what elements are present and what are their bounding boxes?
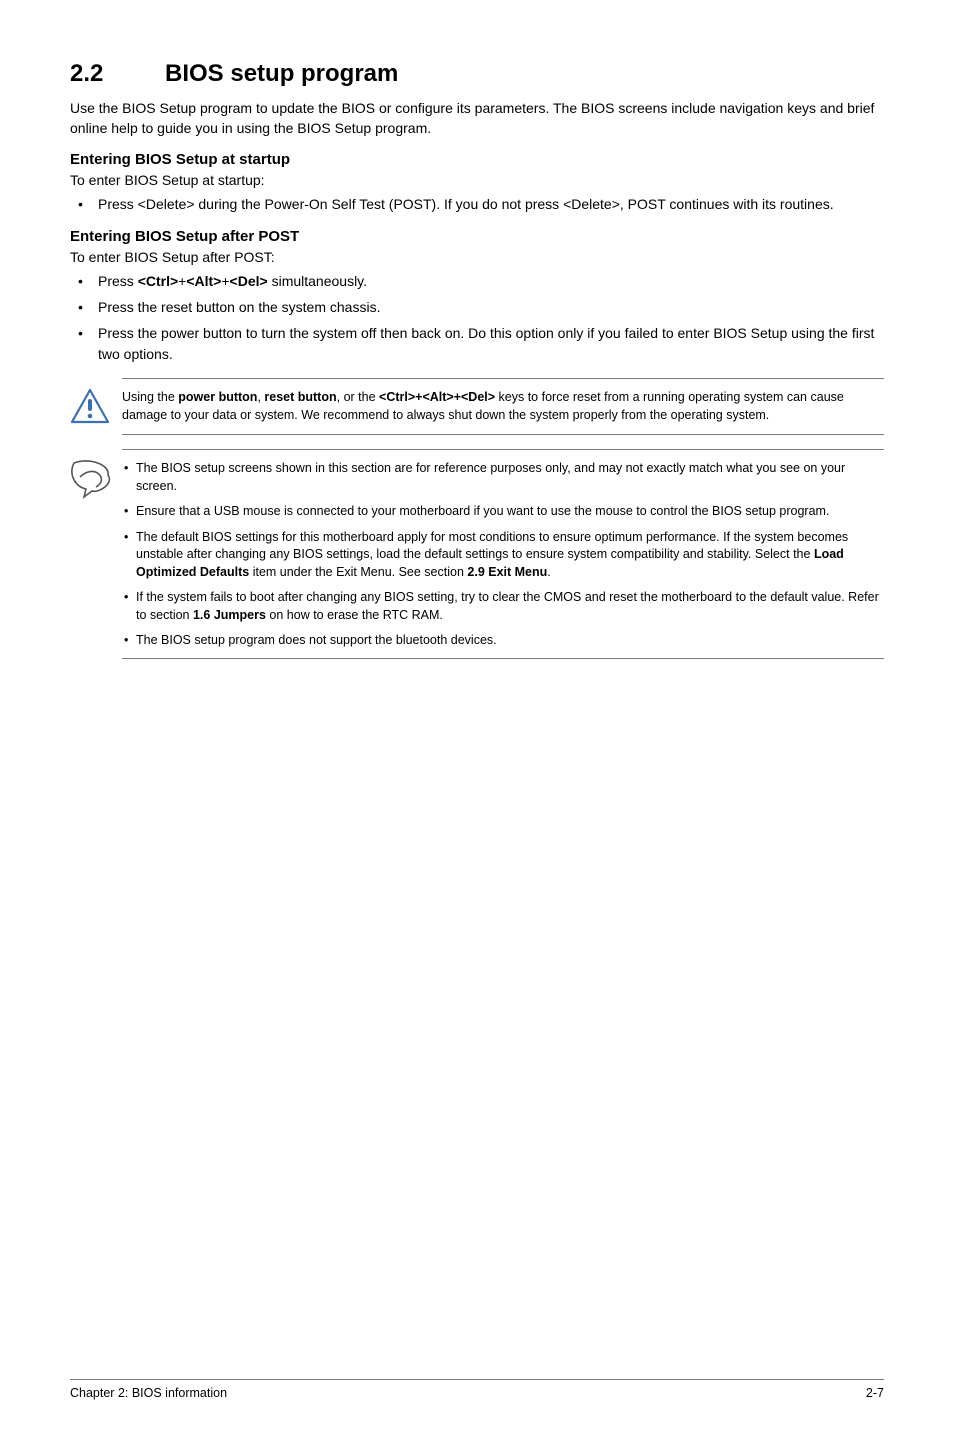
list-item: Ensure that a USB mouse is connected to … <box>136 503 884 521</box>
note-content: The BIOS setup screens shown in this sec… <box>122 449 884 659</box>
note-list: The BIOS setup screens shown in this sec… <box>122 460 884 650</box>
note-block: The BIOS setup screens shown in this sec… <box>70 449 884 659</box>
warning-text: Using the power button, reset button, or… <box>122 378 884 435</box>
list-item: Press <Ctrl>+<Alt>+<Del> simultaneously. <box>98 271 884 291</box>
list-item: Press the power button to turn the syste… <box>98 323 884 364</box>
footer-left: Chapter 2: BIOS information <box>70 1386 227 1400</box>
list-item: Press <Delete> during the Power-On Self … <box>98 194 884 214</box>
section-heading: 2.2BIOS setup program <box>70 60 884 88</box>
footer-right: 2-7 <box>866 1386 884 1400</box>
list-item: Press the reset button on the system cha… <box>98 297 884 317</box>
afterpost-list: Press <Ctrl>+<Alt>+<Del> simultaneously.… <box>70 271 884 364</box>
startup-intro: To enter BIOS Setup at startup: <box>70 172 884 188</box>
startup-heading: Entering BIOS Setup at startup <box>70 151 884 168</box>
afterpost-intro: To enter BIOS Setup after POST: <box>70 249 884 265</box>
warning-block: Using the power button, reset button, or… <box>70 378 884 435</box>
note-icon <box>70 449 122 499</box>
page-footer: Chapter 2: BIOS information 2-7 <box>70 1379 884 1400</box>
list-item: The BIOS setup program does not support … <box>136 632 884 650</box>
section-number: 2.2 <box>70 60 165 88</box>
afterpost-heading: Entering BIOS Setup after POST <box>70 228 884 245</box>
warning-icon <box>70 378 122 426</box>
list-item: The BIOS setup screens shown in this sec… <box>136 460 884 495</box>
startup-list: Press <Delete> during the Power-On Self … <box>70 194 884 214</box>
list-item: The default BIOS settings for this mothe… <box>136 529 884 582</box>
section-intro: Use the BIOS Setup program to update the… <box>70 98 884 139</box>
section-title: BIOS setup program <box>165 60 398 87</box>
list-item: If the system fails to boot after changi… <box>136 589 884 624</box>
